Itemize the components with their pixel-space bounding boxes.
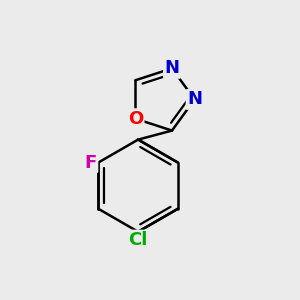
Text: N: N: [187, 91, 202, 109]
Text: N: N: [164, 59, 179, 77]
Text: O: O: [128, 110, 143, 128]
Text: F: F: [85, 154, 97, 172]
Text: Cl: Cl: [128, 231, 148, 249]
